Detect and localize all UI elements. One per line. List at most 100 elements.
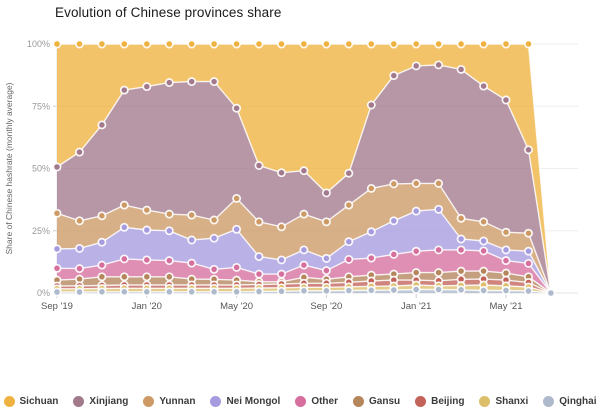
data-point-sichuan — [119, 39, 129, 49]
legend-item-other[interactable]: Other — [295, 396, 338, 407]
data-point-yunnan — [366, 183, 376, 193]
data-point-other — [456, 245, 466, 255]
data-point-gansu — [456, 266, 466, 276]
data-point-qinghai — [52, 287, 62, 297]
data-point-sichuan — [479, 39, 489, 49]
series-markers-nei-mongol — [52, 204, 556, 298]
data-point-nei-mongol — [52, 244, 62, 254]
data-point-yunnan — [299, 209, 309, 219]
data-point-xinjiang — [142, 82, 152, 92]
data-point-yunnan — [524, 228, 533, 238]
data-point-sichuan — [456, 39, 466, 49]
legend-label: Other — [311, 396, 338, 407]
data-point-yunnan — [119, 200, 129, 210]
data-point-yunnan — [501, 227, 511, 237]
data-point-yunnan — [75, 216, 84, 226]
data-point-gansu — [434, 268, 444, 278]
data-point-nei-mongol — [97, 237, 107, 247]
data-point-qinghai — [97, 287, 107, 297]
data-point-qinghai — [277, 286, 286, 296]
data-point-yunnan — [456, 213, 466, 223]
data-point-yunnan — [97, 211, 107, 221]
data-point-yunnan — [411, 178, 421, 188]
chart-legend: Sichuan Xinjiang Yunnan Nei Mongol Other Gans… — [0, 396, 600, 407]
data-point-qinghai — [434, 285, 444, 294]
data-point-other — [389, 249, 399, 259]
data-point-nei-mongol — [501, 245, 511, 255]
data-point-other — [277, 269, 286, 279]
legend-label: Yunnan — [159, 396, 196, 407]
data-point-sichuan — [524, 39, 533, 49]
data-point-qinghai — [164, 287, 174, 297]
y-tick-label: 0% — [37, 288, 50, 298]
data-point-xinjiang — [277, 168, 286, 178]
data-point-gansu — [97, 272, 107, 282]
data-point-qinghai — [119, 287, 129, 297]
data-point-xinjiang — [97, 120, 107, 130]
legend-dot-xinjiang — [73, 396, 85, 407]
data-point-qinghai — [479, 286, 489, 295]
data-point-xinjiang — [434, 60, 444, 70]
data-point-xinjiang — [366, 100, 376, 110]
data-point-yunnan — [209, 215, 219, 225]
data-point-nei-mongol — [209, 233, 219, 243]
legend-item-beijing[interactable]: Beijing — [415, 396, 464, 407]
legend-label: Beijing — [431, 396, 465, 407]
legend-dot-qinghai — [543, 396, 555, 407]
data-point-sichuan — [434, 39, 444, 49]
legend-item-xinjiang[interactable]: Xinjiang — [73, 396, 128, 407]
data-point-sichuan — [209, 39, 219, 49]
data-point-gansu — [164, 272, 174, 282]
data-point-xinjiang — [164, 78, 174, 88]
data-point-qinghai — [501, 286, 511, 295]
data-point-sichuan — [501, 39, 511, 49]
legend-label: Gansu — [369, 396, 401, 407]
data-point-qinghai — [524, 286, 533, 296]
data-point-other — [52, 263, 62, 273]
data-point-other — [524, 258, 533, 268]
data-point-xinjiang — [75, 147, 84, 157]
data-point-yunnan — [479, 217, 489, 227]
data-point-nei-mongol — [164, 226, 174, 236]
data-point-xinjiang — [232, 103, 242, 113]
data-point-qinghai — [142, 287, 152, 297]
x-tick-label: Sep '19 — [41, 301, 73, 312]
data-point-sichuan — [142, 39, 152, 49]
data-point-sichuan — [254, 39, 264, 49]
data-point-other — [344, 254, 354, 264]
legend-label: Qinghai — [559, 396, 597, 407]
data-point-other — [366, 253, 376, 263]
data-point-qinghai — [546, 288, 556, 298]
y-tick-label: 100% — [27, 39, 50, 49]
data-point-qinghai — [209, 287, 219, 297]
data-point-sichuan — [97, 39, 107, 49]
data-point-other — [97, 260, 107, 270]
data-point-qinghai — [456, 285, 466, 295]
legend-item-yunnan[interactable]: Yunnan — [143, 396, 195, 407]
x-tick-label: Jan '21 — [401, 301, 431, 312]
y-axis-title: Share of Chinese hashrate (monthly avera… — [4, 82, 14, 254]
data-point-nei-mongol — [142, 225, 152, 235]
y-tick-label: 25% — [32, 226, 50, 236]
legend-item-sichuan[interactable]: Sichuan — [3, 396, 59, 407]
data-point-other — [142, 255, 152, 265]
legend-item-gansu[interactable]: Gansu — [353, 396, 400, 407]
legend-label: Sichuan — [19, 396, 59, 407]
data-point-nei-mongol — [254, 252, 264, 262]
data-point-nei-mongol — [187, 235, 197, 245]
data-point-nei-mongol — [366, 227, 376, 237]
data-point-gansu — [411, 268, 421, 278]
data-point-sichuan — [321, 39, 331, 49]
data-point-yunnan — [232, 193, 242, 203]
data-point-other — [254, 269, 264, 279]
series-area-xinjiang — [57, 64, 551, 294]
legend-item-qinghai[interactable]: Qinghai — [543, 396, 597, 407]
data-point-sichuan — [389, 39, 399, 49]
legend-dot-shanxi — [479, 396, 491, 407]
legend-item-nei-mongol[interactable]: Nei Mongol — [210, 396, 280, 407]
data-point-other — [187, 258, 197, 268]
legend-item-shanxi[interactable]: Shanxi — [479, 396, 528, 407]
data-point-gansu — [142, 272, 152, 282]
series-area-yunnan — [57, 183, 551, 293]
